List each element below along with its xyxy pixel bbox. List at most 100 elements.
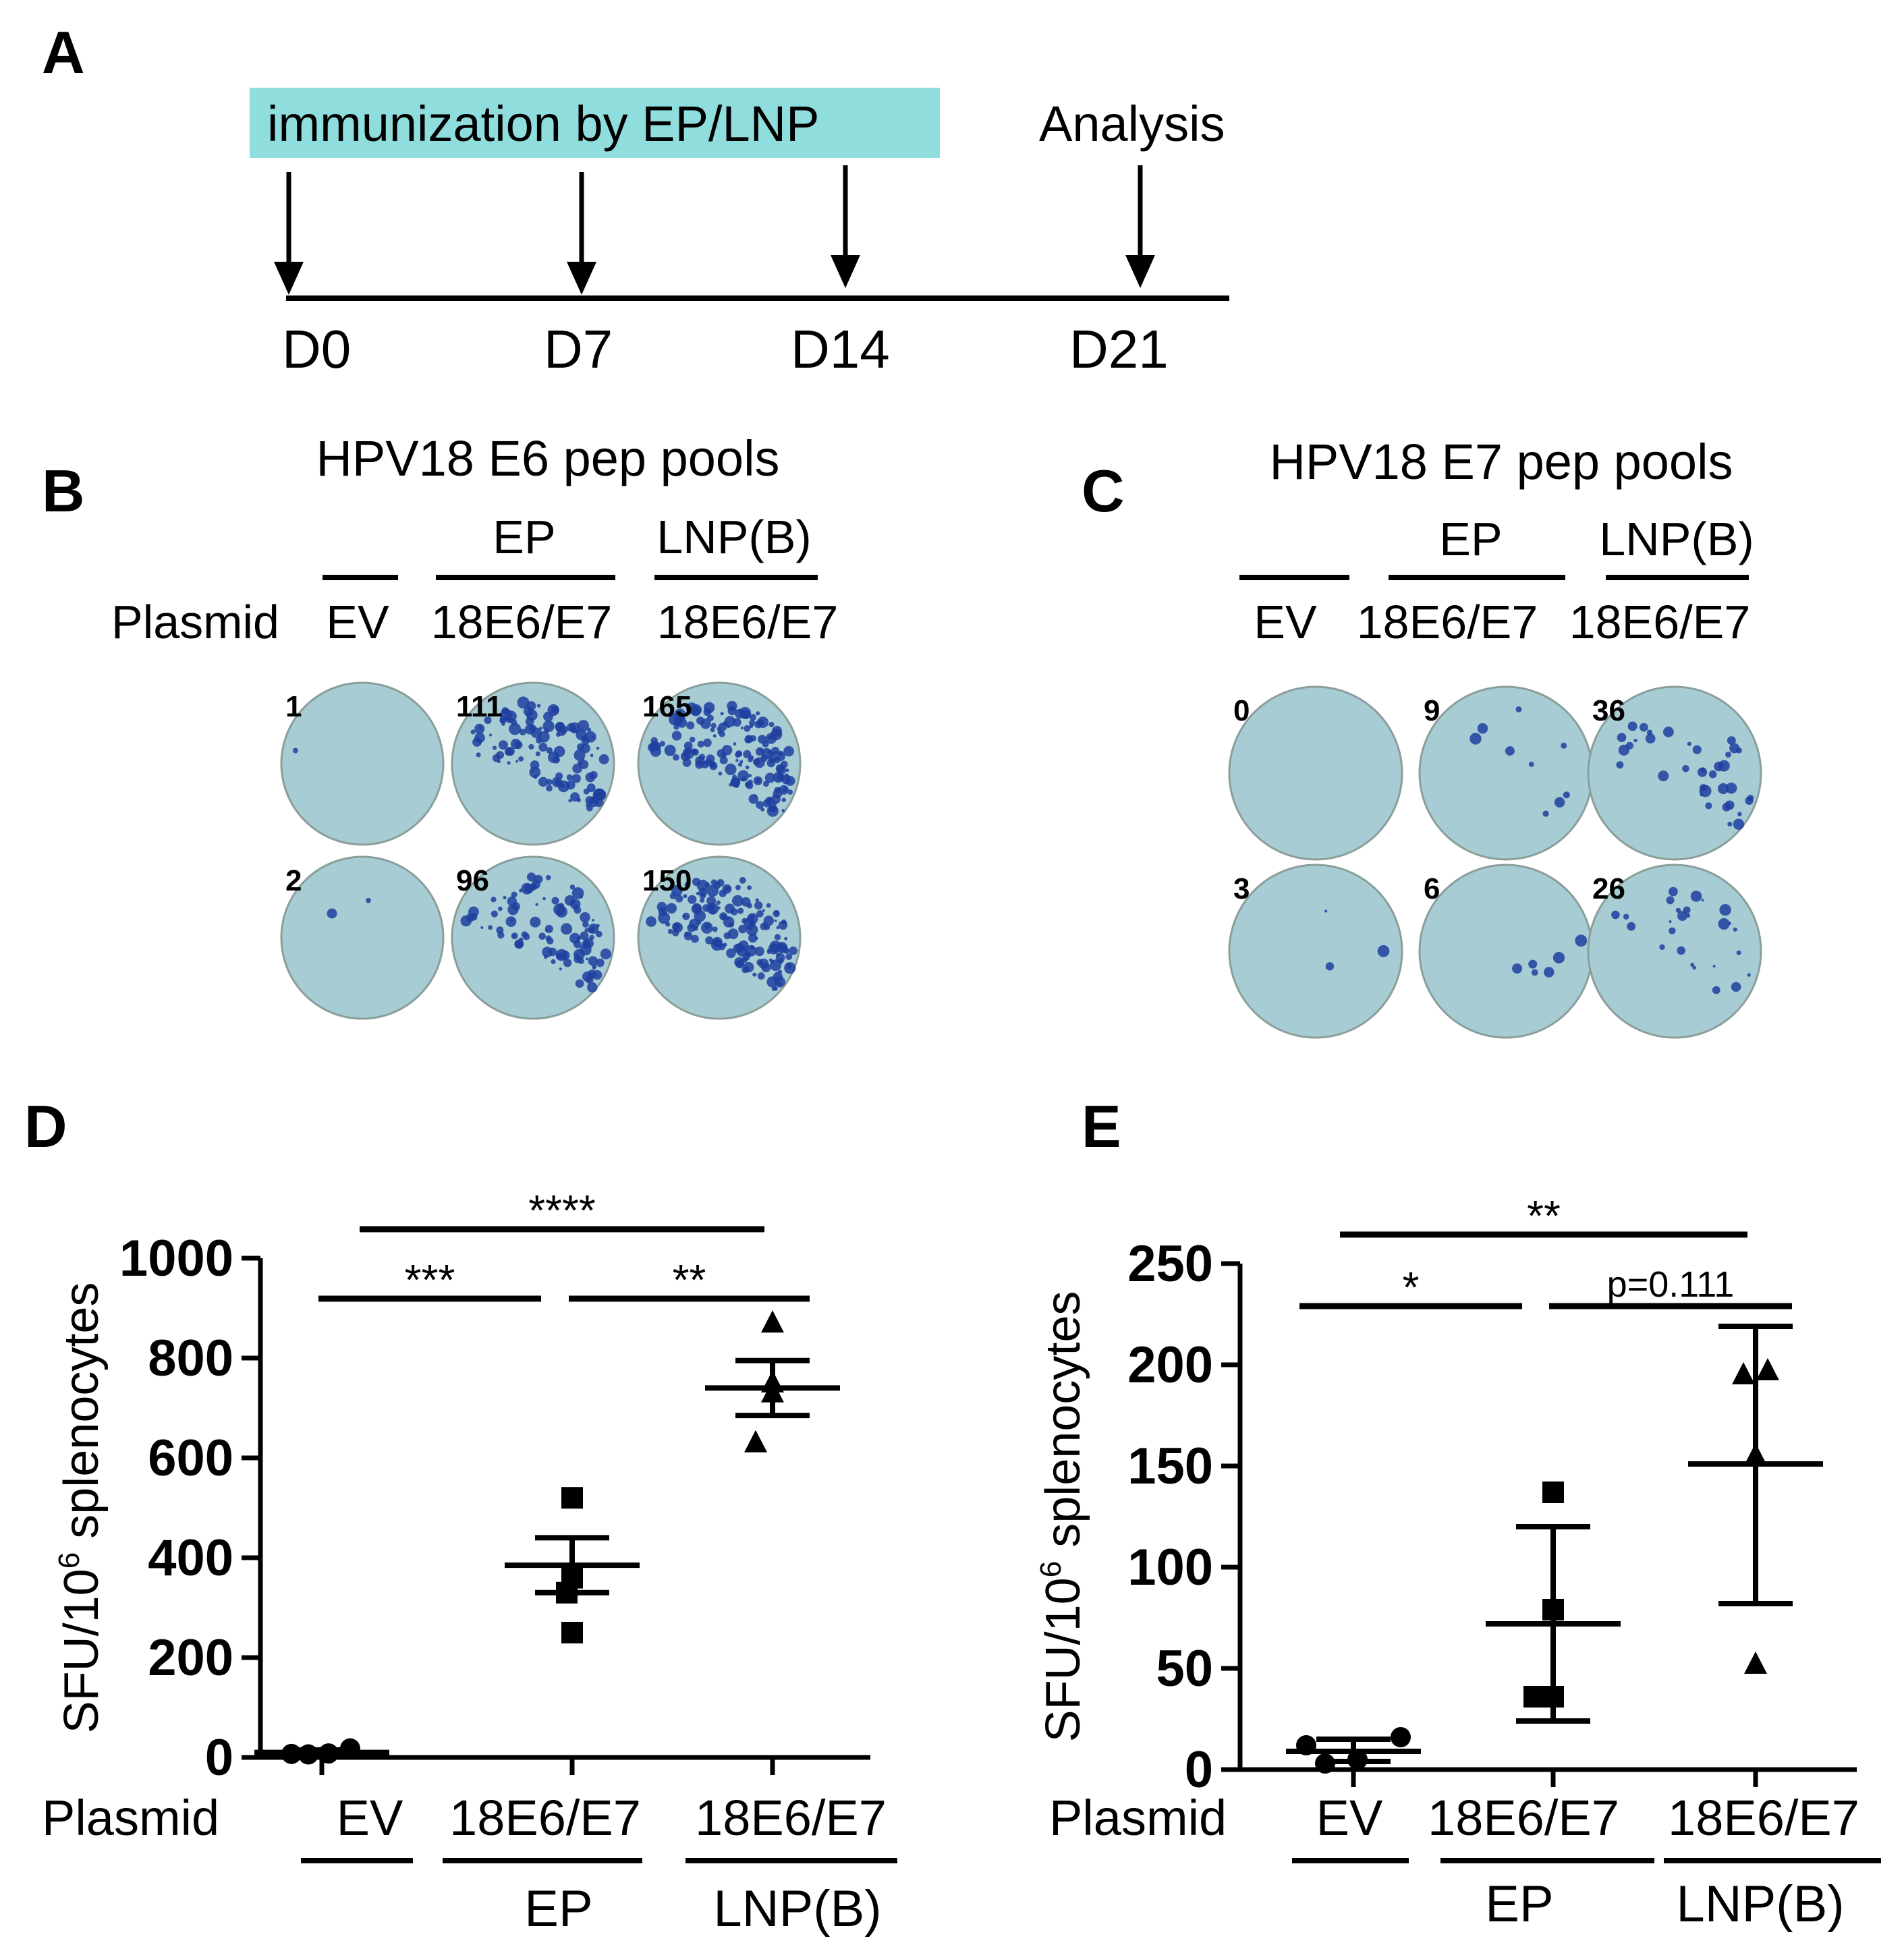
y-tick-label: 250 (1127, 1235, 1213, 1293)
elispot-spot (673, 754, 679, 761)
elispot-spot (519, 937, 524, 942)
chart-e: SFU/106 splenocytes 0 50 100 150 200 250 * p=0.1… (1034, 1191, 1881, 1933)
elispot-spot (766, 805, 779, 817)
elispot-spot (784, 962, 796, 974)
day-label-d14: D14 (791, 319, 890, 379)
elispot-spot (528, 743, 534, 750)
elispot-spot (551, 959, 556, 964)
elispot-spot (685, 702, 698, 714)
arrowhead-d0 (274, 262, 304, 295)
x-category-label: EV (337, 1790, 403, 1846)
elispot-spot (511, 932, 518, 940)
elispot-count: 3 (1233, 872, 1250, 905)
elispot-spot (756, 910, 764, 918)
elispot-spot (687, 924, 696, 932)
elispot-spot (592, 788, 605, 801)
timeline-arrows (274, 165, 1155, 295)
y-axis-label-suffix: splenocytes (1036, 1291, 1090, 1561)
elispot-spot (1687, 741, 1691, 746)
elispot-spot (672, 922, 683, 933)
well-plate (280, 855, 445, 1020)
elispot-spot (1675, 907, 1681, 913)
elispot-spot (785, 776, 795, 786)
elispot-spot (756, 801, 764, 809)
elispot-spot (760, 754, 768, 762)
significance-label: ** (673, 1255, 706, 1304)
elispot-spot (1736, 950, 1741, 955)
data-point-square (1523, 1686, 1545, 1708)
elispot-spot (1727, 822, 1733, 827)
elispot-spot (720, 712, 724, 716)
elispot-spot (580, 943, 592, 956)
elispot-spot (563, 959, 572, 967)
elispot-spot (596, 930, 603, 938)
elispot-count: 2 (285, 864, 302, 897)
elispot-spot (1669, 927, 1676, 935)
elispot-spot (696, 920, 702, 925)
elispot-spot (656, 901, 667, 912)
elispot-spot (784, 921, 787, 925)
elispot-spot (768, 721, 775, 727)
elispot-spot (682, 914, 686, 918)
elispot-well-4: 96 (451, 855, 615, 1020)
elispot-spot (706, 903, 719, 915)
elispot-spot (525, 717, 534, 726)
data-point-square (1542, 1482, 1564, 1503)
elispot-spot (484, 716, 492, 725)
elispot-spot (1469, 733, 1482, 745)
elispot-spot (507, 896, 517, 907)
elispot-spot (706, 754, 715, 764)
elispot-spot (754, 901, 763, 910)
elispot-spot (686, 721, 695, 730)
elispot-b-plasmid-ep: 18E6/E7 (431, 596, 613, 648)
elispot-spot (697, 740, 704, 748)
elispot-spot (1733, 818, 1745, 830)
elispot-spot (1690, 963, 1695, 967)
x-category-label: 18E6/E7 (1428, 1790, 1619, 1846)
data-point-square (556, 1581, 578, 1604)
elispot-c-wells: 0 9 363 6 26 (1228, 685, 1762, 1039)
elispot-spot (683, 894, 688, 899)
x-category-label: 18E6/E7 (695, 1790, 887, 1846)
elispot-spot (1659, 944, 1665, 951)
data-point-circle (1315, 1753, 1335, 1774)
day-label-d7: D7 (544, 319, 613, 379)
y-axis-label: SFU/106 splenocytes (1034, 1291, 1090, 1743)
elispot-well-2: 36 (1587, 685, 1762, 861)
elispot-spot (771, 729, 783, 741)
elispot-spot (529, 766, 541, 779)
elispot-count: 96 (456, 864, 489, 897)
x-category-label: EV (1316, 1790, 1383, 1846)
y-axis-label-sup: 6 (1034, 1561, 1067, 1577)
elispot-spot (691, 748, 698, 755)
elispot-spot (1731, 982, 1741, 992)
elispot-spot (762, 740, 769, 747)
elispot-spot (757, 716, 769, 728)
elispot-spot (505, 916, 517, 927)
elispot-spot (571, 887, 584, 899)
elispot-well-5: 26 (1587, 864, 1762, 1039)
elispot-spot (586, 727, 592, 732)
x-group-label: LNP(B) (713, 1880, 881, 1938)
elispot-spot (776, 953, 780, 957)
elispot-spot (746, 903, 752, 909)
elispot-spot (538, 742, 548, 752)
elispot-spot (671, 884, 683, 897)
elispot-spot (589, 934, 594, 940)
significance-label: p=0.111 (1607, 1264, 1735, 1305)
elispot-spot (695, 756, 705, 766)
y-axis-label: SFU/106 splenocytes (53, 1282, 109, 1734)
elispot-spot (1733, 927, 1737, 932)
elispot-spot (710, 723, 717, 729)
elispot-spot (526, 701, 536, 711)
elispot-spot (517, 696, 530, 709)
elispot-spot (592, 918, 594, 922)
elispot-spot (1542, 810, 1549, 817)
elispot-spot (1377, 944, 1390, 957)
elispot-spot (1677, 946, 1685, 955)
elispot-spot (744, 725, 751, 732)
elispot-spot (1712, 986, 1720, 994)
elispot-spot (474, 732, 485, 743)
elispot-spot (706, 884, 719, 897)
elispot-spot (723, 916, 735, 928)
